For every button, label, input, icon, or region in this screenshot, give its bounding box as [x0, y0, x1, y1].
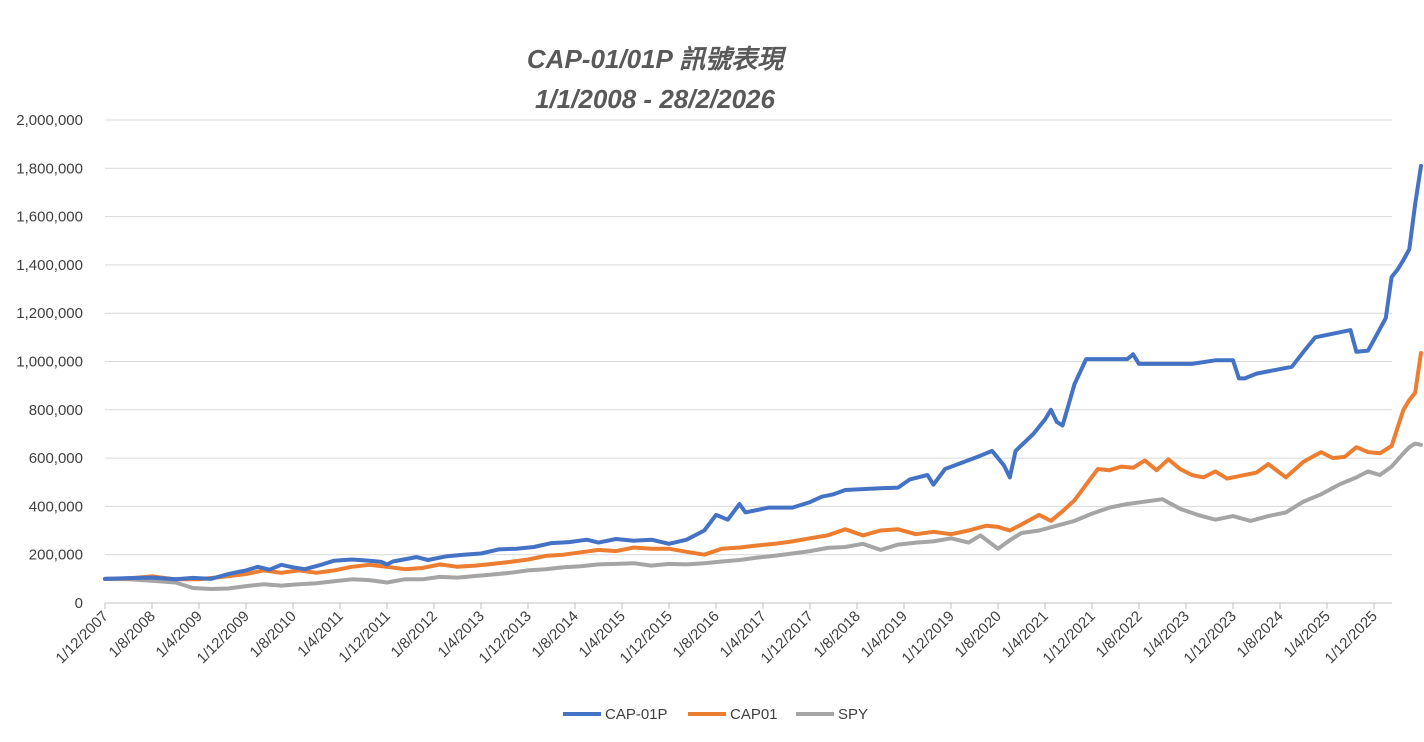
y-tick-label: 800,000: [29, 402, 83, 419]
series-lines: [103, 163, 1423, 591]
x-tick-label: 1/8/2022: [1093, 608, 1146, 661]
series-line-spy: [103, 441, 1423, 591]
x-tick-label: 1/8/2024: [1234, 608, 1287, 661]
x-tick-label: 1/12/2007: [53, 608, 112, 667]
y-tick-label: 2,000,000: [16, 112, 83, 129]
y-tick-label: 200,000: [29, 547, 83, 564]
y-tick-label: 1,600,000: [16, 209, 83, 226]
x-tick-label: 1/8/2020: [952, 608, 1005, 661]
x-tick-label: 1/8/2018: [811, 608, 864, 661]
x-tick-label: 1/12/2011: [335, 608, 393, 666]
x-tick-label: 1/8/2012: [388, 608, 441, 661]
x-tick-label: 1/8/2010: [247, 608, 300, 661]
series-line-cap-01p: [103, 163, 1423, 582]
y-tick-label: 1,000,000: [16, 354, 83, 371]
chart-subtitle: 1/1/2008 - 28/2/2026: [535, 84, 776, 114]
y-tick-label: 600,000: [29, 450, 83, 467]
x-tick-label: 1/8/2008: [106, 608, 159, 661]
y-tick-label: 1,800,000: [16, 160, 83, 177]
series-line-cap01: [103, 351, 1423, 582]
legend-label: CAP01: [730, 706, 778, 723]
x-tick-label: 1/8/2016: [670, 608, 723, 661]
legend-label: CAP-01P: [605, 706, 668, 723]
y-tick-label: 1,200,000: [16, 305, 83, 322]
y-tick-label: 1,400,000: [16, 257, 83, 274]
legend: CAP-01P CAP01 SPY: [563, 706, 868, 723]
y-axis: 0 200,000 400,000 600,000 800,000 1,000,000 1,…: [16, 112, 83, 612]
y-tick-label: 400,000: [29, 498, 83, 515]
x-axis: 1/12/20071/8/20081/4/20091/12/20091/8/20…: [53, 602, 1392, 667]
chart-title: CAP-01/01P 訊號表現: [527, 44, 787, 74]
legend-label: SPY: [838, 706, 868, 723]
y-tick-label: 0: [75, 595, 83, 612]
gridlines: [105, 119, 1392, 556]
x-tick-label: 1/8/2014: [529, 608, 582, 661]
